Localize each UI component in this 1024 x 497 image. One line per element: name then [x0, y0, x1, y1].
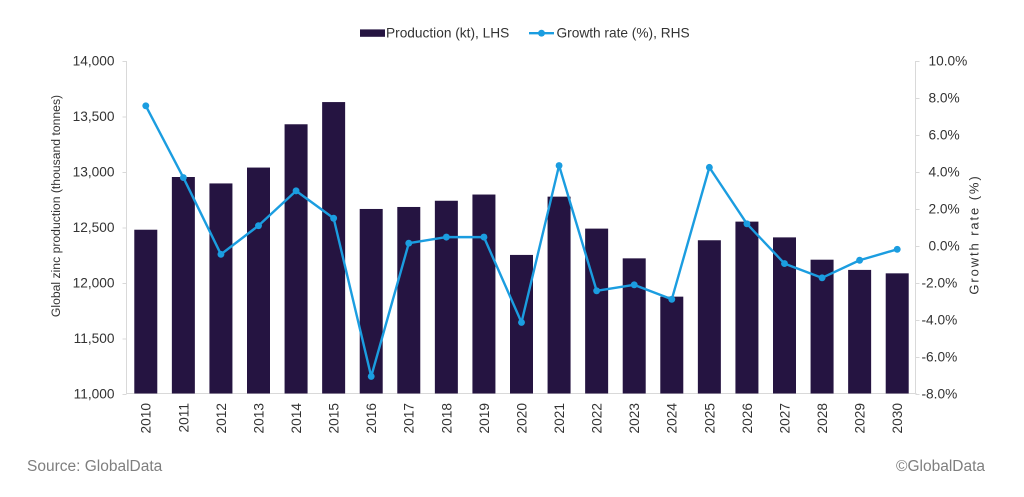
svg-text:11,000: 11,000: [74, 386, 115, 401]
svg-text:-2.0%: -2.0%: [922, 275, 958, 290]
svg-text:2024: 2024: [665, 403, 680, 434]
svg-text:2011: 2011: [176, 403, 191, 432]
svg-text:11,500: 11,500: [74, 331, 115, 346]
svg-text:Source: GlobalData: Source: GlobalData: [27, 458, 163, 475]
svg-text:12,500: 12,500: [73, 220, 115, 235]
svg-text:-6.0%: -6.0%: [922, 349, 958, 364]
svg-text:2014: 2014: [289, 403, 304, 434]
svg-text:2019: 2019: [477, 403, 492, 433]
svg-text:2021: 2021: [552, 403, 567, 433]
svg-text:2029: 2029: [853, 403, 868, 433]
svg-text:12,000: 12,000: [73, 275, 115, 290]
svg-text:2010: 2010: [139, 403, 154, 434]
svg-text:13,500: 13,500: [73, 109, 115, 124]
svg-text:10.0%: 10.0%: [929, 53, 968, 68]
svg-text:©GlobalData: ©GlobalData: [896, 458, 985, 475]
svg-text:Growth rate (%): Growth rate (%): [967, 174, 982, 294]
svg-text:Growth rate (%), RHS: Growth rate (%), RHS: [557, 25, 690, 40]
svg-text:2013: 2013: [251, 403, 266, 434]
svg-text:2025: 2025: [702, 403, 717, 434]
svg-text:14,000: 14,000: [73, 53, 115, 68]
svg-text:2012: 2012: [214, 403, 229, 433]
svg-text:2.0%: 2.0%: [929, 201, 960, 216]
svg-text:Production (kt), LHS: Production (kt), LHS: [386, 25, 509, 40]
svg-text:2018: 2018: [439, 403, 454, 434]
svg-text:6.0%: 6.0%: [929, 127, 960, 142]
svg-text:2017: 2017: [402, 403, 417, 433]
svg-text:-4.0%: -4.0%: [922, 312, 958, 327]
svg-text:0.0%: 0.0%: [929, 238, 960, 253]
svg-text:4.0%: 4.0%: [929, 164, 960, 179]
svg-text:13,000: 13,000: [73, 164, 115, 179]
svg-text:2030: 2030: [890, 403, 905, 434]
svg-text:2022: 2022: [590, 403, 605, 433]
svg-text:2028: 2028: [815, 403, 830, 434]
svg-text:2027: 2027: [777, 403, 792, 433]
svg-text:2016: 2016: [364, 403, 379, 434]
svg-text:2015: 2015: [327, 403, 342, 434]
svg-text:2023: 2023: [627, 403, 642, 434]
svg-text:-8.0%: -8.0%: [922, 386, 958, 401]
svg-text:2026: 2026: [740, 403, 755, 434]
svg-text:2020: 2020: [514, 403, 529, 434]
svg-text:8.0%: 8.0%: [929, 90, 960, 105]
svg-text:Global zinc production (thousa: Global zinc production (thousand tonnes): [49, 95, 63, 317]
